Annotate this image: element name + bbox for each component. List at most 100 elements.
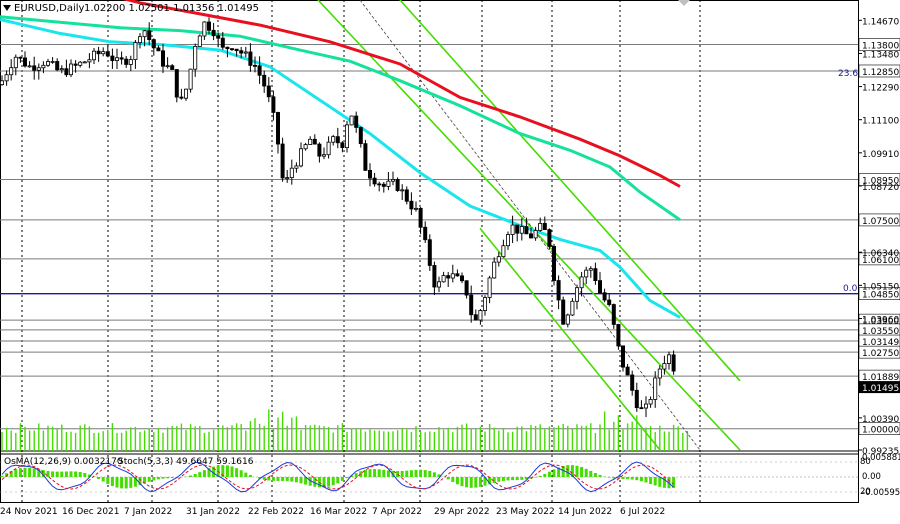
stoch-tick-label: 80 [860, 457, 871, 467]
candle-body [331, 136, 336, 143]
candle-body [101, 51, 106, 55]
candle-body [32, 65, 37, 71]
candle-body [179, 96, 184, 99]
candle-body [524, 226, 529, 235]
candle-body [510, 224, 515, 235]
candle-body [529, 233, 534, 239]
candle-body [482, 297, 487, 311]
trend-channel-lines [317, 0, 741, 451]
moving-average-cyan [0, 18, 681, 319]
candle-body [575, 287, 580, 302]
candle-body [607, 299, 612, 305]
y-tick-label: 1.00390 [862, 415, 899, 425]
candle-body [556, 280, 561, 301]
candle-body [82, 61, 87, 64]
candle-body [565, 314, 570, 325]
candle-body [455, 273, 460, 277]
level-label: 1.04850 [862, 291, 899, 301]
collapse-triangle-icon[interactable] [3, 5, 11, 11]
candle-body [271, 96, 276, 113]
level-tag [858, 252, 900, 266]
candle-body [621, 345, 626, 368]
candle-body [634, 389, 639, 409]
candle-body [22, 57, 27, 67]
candle-body [197, 35, 202, 47]
candle-body [423, 226, 428, 241]
stoch-label: Stoch(5,3,3) 49.6647 59.1616 [118, 457, 254, 467]
candle-body [225, 46, 230, 50]
candle-body [170, 65, 175, 70]
candle-body [211, 29, 216, 37]
candle-body [92, 50, 97, 61]
level-label: 1.13800 [862, 42, 899, 52]
level-tag [858, 213, 900, 227]
candle-body [625, 366, 630, 376]
stoch-main-line [1, 461, 674, 493]
candle-body [662, 363, 667, 370]
candle-body [4, 74, 9, 82]
candle-body [13, 56, 18, 69]
channel-line [359, 0, 701, 451]
candle-body [257, 65, 262, 76]
candle-body [653, 377, 658, 400]
candle-body [160, 50, 165, 67]
candle-body [9, 67, 14, 76]
candle-body [188, 68, 193, 90]
candle-body [294, 165, 299, 169]
candle-body [156, 47, 161, 52]
candle-body [69, 63, 74, 76]
y-tick-label: 1.06340 [862, 249, 899, 259]
current-price-label: 1.01495 [862, 384, 899, 394]
candle-body [616, 324, 621, 347]
osc-tick-label: 0.0058815 [862, 453, 900, 463]
y-tick-label: 1.14670 [862, 17, 899, 27]
candles [0, 17, 676, 418]
candle-body [648, 399, 653, 405]
level-label: 1.03550 [862, 327, 899, 337]
candle-body [326, 141, 331, 156]
candle-body [174, 69, 179, 98]
candle-body [243, 51, 248, 54]
level-tag [858, 64, 900, 78]
candle-body [78, 61, 83, 66]
osma-label: OsMA(12,26,9) 0.0032170 [4, 457, 123, 467]
candle-body [404, 189, 409, 202]
y-tick-label: 1.12290 [862, 84, 899, 94]
candle-body [308, 138, 313, 145]
moving-average-red [122, 0, 681, 188]
level-label: 1.03149 [862, 338, 899, 348]
candle-body [639, 407, 644, 410]
shift-marker-icon[interactable] [678, 0, 690, 6]
candle-body [561, 299, 566, 325]
candle-body [64, 68, 69, 76]
candle-body [115, 57, 120, 61]
candle-body [18, 56, 23, 59]
candle-body [432, 265, 437, 288]
price-axis: 1.13800 1.12850 1.08950 1.07500 1.06100 1.048… [858, 17, 900, 498]
candle-body [234, 48, 239, 52]
candle-body [579, 276, 584, 289]
level-label: 1.12850 [862, 68, 899, 78]
candle-body [340, 142, 345, 148]
candle-body [105, 51, 110, 57]
plot-frame [0, 0, 859, 503]
candle-body [469, 294, 474, 316]
candle-body [354, 115, 359, 128]
candle-body [427, 239, 432, 266]
candle-body [183, 88, 188, 99]
x-tick-label: 16 Dec 2021 [62, 507, 120, 517]
candle-body [285, 177, 290, 179]
candle-body [547, 229, 552, 247]
candle-body [464, 280, 469, 296]
candle-body [533, 230, 538, 239]
horizontal-levels [0, 44, 858, 430]
candle-body [630, 374, 635, 391]
candle-body [496, 256, 501, 263]
candle-body [598, 280, 603, 294]
volume-bars [1, 409, 689, 451]
candle-body [515, 224, 520, 234]
level-tag [858, 173, 900, 186]
fib-label-0: 0.0 [843, 284, 858, 294]
osc-tick-label: 0.00 [862, 472, 881, 482]
